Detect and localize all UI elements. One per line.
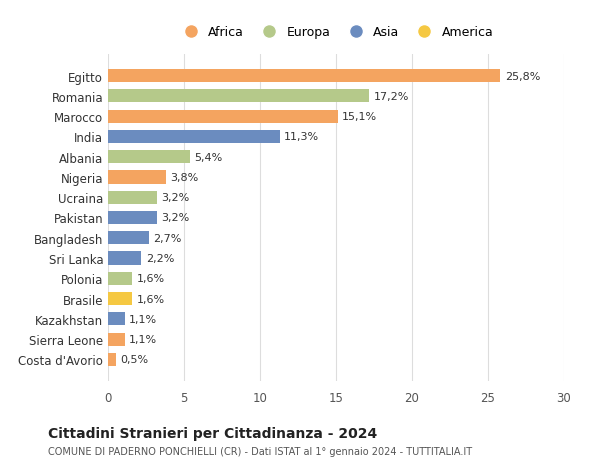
Text: 3,2%: 3,2% [161, 213, 190, 223]
Text: 25,8%: 25,8% [505, 72, 540, 81]
Text: 1,1%: 1,1% [129, 314, 157, 324]
Text: COMUNE DI PADERNO PONCHIELLI (CR) - Dati ISTAT al 1° gennaio 2024 - TUTTITALIA.I: COMUNE DI PADERNO PONCHIELLI (CR) - Dati… [48, 446, 472, 456]
Bar [108, 191, 157, 204]
Bar [108, 252, 142, 265]
Text: 3,8%: 3,8% [170, 173, 199, 183]
Bar [108, 292, 133, 306]
Text: 2,7%: 2,7% [154, 233, 182, 243]
Bar [108, 130, 280, 144]
Bar [108, 232, 149, 245]
Text: 1,6%: 1,6% [137, 274, 165, 284]
Text: 1,1%: 1,1% [129, 334, 157, 344]
Text: 11,3%: 11,3% [284, 132, 319, 142]
Bar [108, 110, 338, 123]
Bar [108, 212, 157, 224]
Text: 17,2%: 17,2% [374, 92, 409, 102]
Bar [108, 171, 166, 184]
Bar [108, 90, 370, 103]
Legend: Africa, Europa, Asia, America: Africa, Europa, Asia, America [175, 22, 497, 43]
Text: 2,2%: 2,2% [146, 253, 175, 263]
Text: 0,5%: 0,5% [120, 355, 148, 364]
Text: Cittadini Stranieri per Cittadinanza - 2024: Cittadini Stranieri per Cittadinanza - 2… [48, 426, 377, 440]
Bar [108, 272, 133, 285]
Bar [108, 313, 125, 326]
Bar [108, 151, 190, 164]
Text: 1,6%: 1,6% [137, 294, 165, 304]
Text: 15,1%: 15,1% [342, 112, 377, 122]
Text: 3,2%: 3,2% [161, 193, 190, 203]
Bar [108, 333, 125, 346]
Bar [108, 70, 500, 83]
Text: 5,4%: 5,4% [194, 152, 223, 162]
Bar [108, 353, 116, 366]
